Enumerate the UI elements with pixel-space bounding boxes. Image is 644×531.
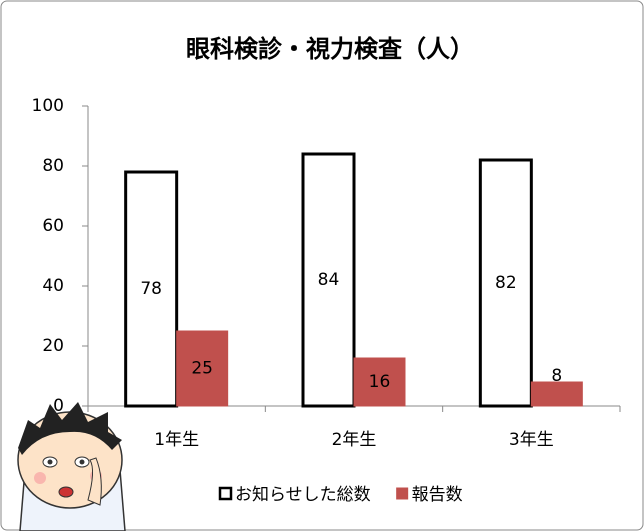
y-tick-label: 100	[32, 96, 64, 116]
y-tick-label: 20	[42, 336, 64, 356]
legend: お知らせした総数 報告数	[220, 485, 463, 505]
data-label: 25	[191, 359, 213, 379]
x-tick-label: 1年生	[154, 430, 199, 450]
legend-swatch	[220, 488, 231, 499]
data-label: 78	[140, 279, 162, 299]
legend-label: お知らせした総数	[235, 485, 371, 505]
y-tick-label: 80	[42, 156, 64, 176]
data-label: 82	[495, 273, 517, 293]
data-label: 84	[318, 270, 340, 290]
legend-label: 報告数	[412, 485, 463, 505]
chart-title: 眼科検診・視力検査（人）	[186, 35, 474, 63]
legend-swatch	[397, 488, 408, 499]
x-tick-label: 2年生	[332, 430, 377, 450]
y-tick-label: 40	[42, 276, 64, 296]
y-tick-label: 60	[42, 216, 64, 236]
x-tick-label: 3年生	[509, 430, 554, 450]
data-label: 8	[551, 366, 562, 386]
data-label: 16	[369, 372, 391, 392]
chart: 眼科検診・視力検査（人） 0204060801001年生78252年生84163…	[0, 0, 644, 531]
